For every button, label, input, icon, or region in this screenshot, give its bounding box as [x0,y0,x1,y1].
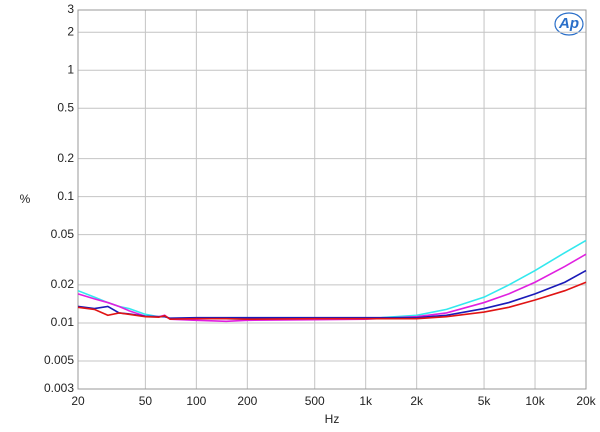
y-tick-label: 0.005 [44,353,74,367]
x-tick-label: 200 [237,394,257,408]
y-tick-label: 0.01 [51,315,75,329]
y-tick-label: 0.5 [57,100,74,114]
y-tick-label: 1 [67,62,74,76]
y-tick-label: 0.1 [57,189,74,203]
x-tick-label: 10k [525,394,545,408]
x-tick-label: 50 [139,394,153,408]
x-tick-label: 100 [186,394,206,408]
y-tick-label: 0.05 [51,227,75,241]
x-tick-label: 500 [305,394,325,408]
y-tick-label: 2 [67,24,74,38]
data-line [77,253,587,323]
logo: Ap [554,12,584,36]
x-tick-label: 5k [478,394,492,408]
x-tick-label: 2k [410,394,424,408]
x-tick-label: 20 [71,394,85,408]
y-tick-label: 0.003 [44,381,74,395]
logo-ring [554,12,584,36]
data-line [77,281,587,321]
x-axis-label: Hz [325,412,340,426]
y-tick-label: 3 [67,2,74,16]
logo-text: Ap [558,15,579,32]
plot-frame [77,9,587,390]
y-axis-label: % [20,192,31,206]
x-tick-label: 1k [359,394,373,408]
y-tick-label: 0.02 [51,277,75,291]
x-tick-label: 20k [576,394,596,408]
y-tick-label: 0.2 [57,151,74,165]
